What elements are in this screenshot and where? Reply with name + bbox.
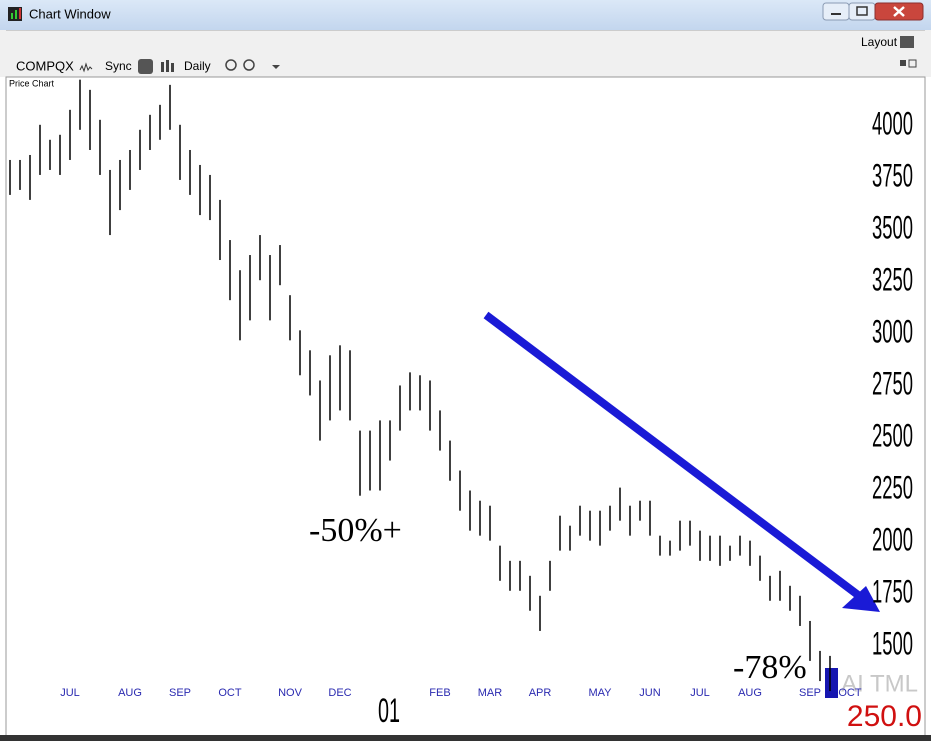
y-tick-label: 2750 [872, 365, 913, 401]
x-tick-label: AUG [738, 687, 762, 699]
x-tick-label: JUN [639, 687, 660, 699]
title-bar [0, 0, 931, 30]
toolbar [0, 30, 931, 77]
selection-marker [825, 668, 838, 698]
y-tick-label: 4000 [872, 105, 913, 141]
minimize-button[interactable] [822, 2, 850, 21]
y-tick-label: 3500 [872, 209, 913, 245]
layout-icon[interactable] [900, 36, 914, 48]
arrow-head [842, 586, 880, 612]
year-label: 01 [378, 692, 400, 730]
panel-label: Price Chart [9, 78, 55, 88]
x-tick-label: OCT [838, 687, 862, 699]
zoom-in[interactable] [225, 59, 237, 71]
y-tick-label: 1500 [872, 625, 913, 661]
indicator-name: AI TML [841, 670, 918, 697]
y-tick-label: 2000 [872, 521, 913, 557]
symbol[interactable]: COMPQX [16, 58, 74, 73]
x-tick-label: JUL [690, 687, 710, 699]
y-tick-label: 2250 [872, 469, 913, 505]
x-tick-label: FEB [429, 687, 450, 699]
y-tick-label: 3750 [872, 157, 913, 193]
zoom-out[interactable] [243, 59, 255, 71]
x-tick-label: MAY [588, 687, 612, 699]
chart-type-icon[interactable] [79, 62, 93, 73]
x-tick-label: JUL [60, 687, 80, 699]
x-tick-label: MAR [478, 687, 503, 699]
annotation: -50%+ [309, 512, 402, 549]
layout-button[interactable]: Layout [861, 35, 898, 49]
x-tick-label: SEP [169, 687, 191, 699]
sync-icon[interactable] [138, 59, 153, 74]
y-tick-label: 3000 [872, 313, 913, 349]
x-tick-label: APR [529, 687, 552, 699]
y-tick-label: 2500 [872, 417, 913, 453]
x-tick-label: OCT [218, 687, 242, 699]
x-tick-label: AUG [118, 687, 142, 699]
y-tick-label: 3250 [872, 261, 913, 297]
y-tick-label: 1750 [872, 573, 913, 609]
maximize-button[interactable] [848, 2, 876, 21]
x-tick-label: NOV [278, 687, 303, 699]
period-selector[interactable]: Daily [184, 59, 211, 73]
x-tick-label: SEP [799, 687, 821, 699]
trend-arrow [483, 311, 865, 602]
annotation: -78% [733, 649, 807, 686]
plot-area [5, 76, 926, 738]
x-tick-label: DEC [328, 687, 351, 699]
sync-button[interactable]: Sync [105, 59, 132, 73]
window-title: Chart Window [29, 6, 111, 21]
dropdown[interactable] [272, 65, 280, 69]
indicator-value: 250.0 [847, 700, 922, 733]
